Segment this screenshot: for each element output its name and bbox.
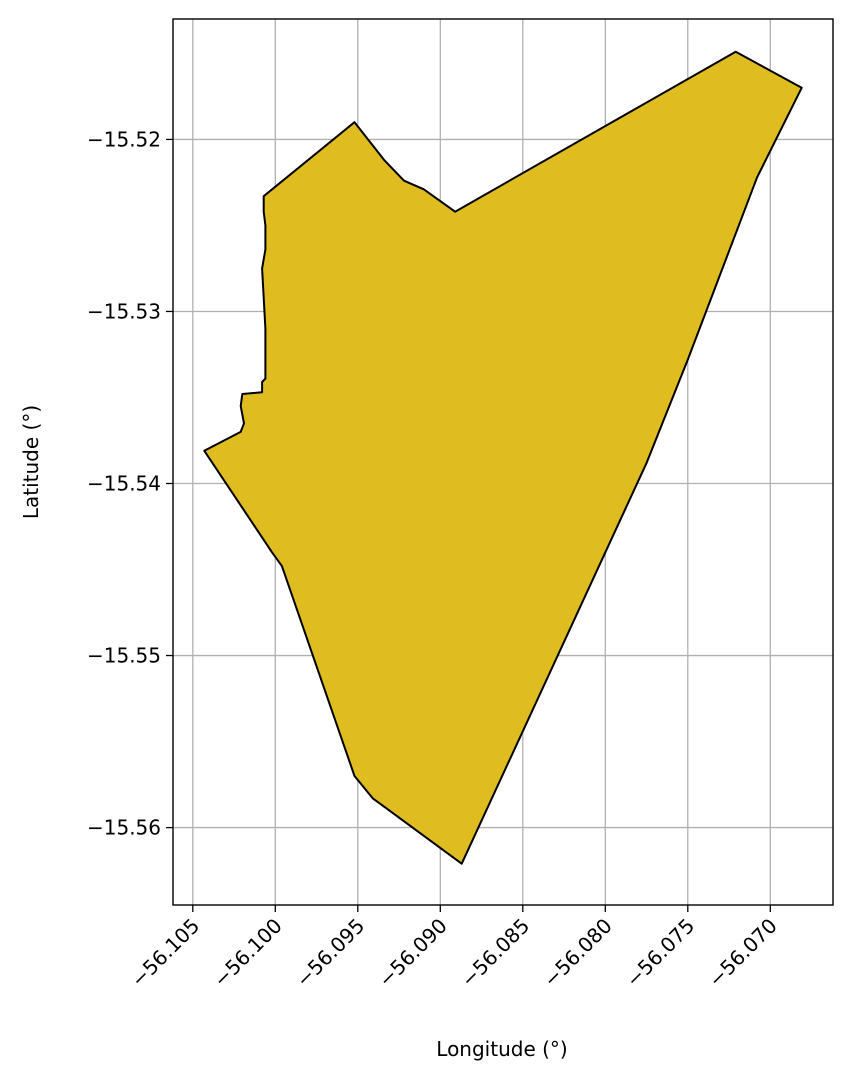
axes-frame <box>172 18 834 906</box>
region-polygon <box>203 50 803 865</box>
y-tick-label: −15.55 <box>87 644 161 668</box>
x-tick-label: −56.100 <box>209 914 287 992</box>
y-tick-label: −15.56 <box>87 816 161 840</box>
y-axis-label: Latitude (°) <box>19 405 43 519</box>
x-tick-label: −56.080 <box>539 914 617 992</box>
x-axis-label: Longitude (°) <box>436 1037 567 1061</box>
x-tick-label: −56.105 <box>126 914 204 992</box>
y-tick-label: −15.54 <box>87 472 161 496</box>
x-axis-ticks: −56.105 −56.100 −56.095 −56.090 −56.085 −56.0… <box>126 905 782 992</box>
x-tick-label: −56.095 <box>291 914 369 992</box>
y-axis-ticks: −15.52 −15.53 −15.54 −15.55 −15.56 <box>87 127 173 840</box>
x-tick-label: −56.085 <box>456 914 534 992</box>
y-tick-label: −15.52 <box>87 127 161 151</box>
y-tick-label: −15.53 <box>87 299 161 323</box>
x-tick-label: −56.070 <box>704 914 782 992</box>
x-tick-label: −56.090 <box>374 914 452 992</box>
x-tick-label: −56.075 <box>621 914 699 992</box>
